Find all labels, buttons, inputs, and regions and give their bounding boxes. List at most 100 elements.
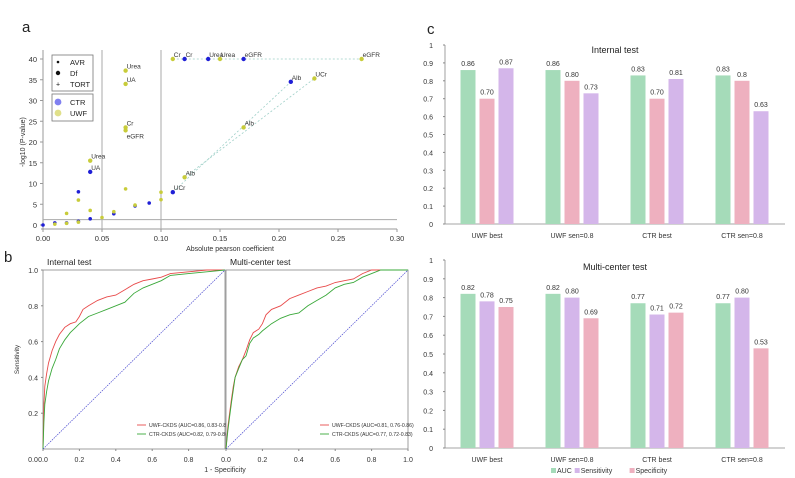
bar-sensitivity: [668, 79, 684, 224]
legend-marker-small: [56, 60, 60, 64]
legend-swatch-specificity: [629, 468, 635, 473]
bar-specificity: [649, 98, 665, 224]
x-tick-label: 0.6: [147, 457, 157, 464]
point-label: Alb: [292, 75, 302, 82]
x-axis-label: 1 - Specificity: [204, 467, 246, 474]
scatter-panel-a: 0.00 0.05 0.10 0.15 0.20 0.25 0.30 0 5 10 15 20 25 30…: [20, 50, 404, 253]
y-tick-label: 20: [29, 138, 37, 147]
y-tick-label-zero: 0.0: [28, 457, 38, 464]
scatter-point-uwf: [112, 209, 116, 214]
bar-value-label: 0.80: [735, 289, 749, 296]
x-tick-label: 0.10: [154, 234, 169, 243]
bar-value-label: 0.70: [650, 90, 664, 97]
scatter-point-ctr: [41, 223, 45, 227]
y-tick-label: 0.4: [423, 150, 433, 157]
scatter-point-uwf: [100, 215, 104, 220]
y-axis-label: Sensitivity: [14, 344, 21, 374]
x-tick-label: 0.4: [294, 457, 304, 464]
bar-sensitivity: [498, 68, 514, 225]
category-label: CTR sen=0.8: [721, 233, 763, 240]
x-tick-label: 0.6: [330, 457, 340, 464]
y-tick-label: 0.6: [423, 333, 433, 340]
point-label: eGFR: [245, 52, 263, 59]
bar-subplot-internal: Internal test 0 0.1 0.2 0.3 0.4 0.5 0.6 0.7 0.8 0.…: [423, 43, 785, 240]
scatter-point-uwf: [64, 211, 69, 216]
bar-panel-c: Internal test 0 0.1 0.2 0.3 0.4 0.5 0.6 0.7 0.8 0.…: [423, 43, 785, 475]
x-tick-label: 0.2: [75, 457, 85, 464]
bar-sensitivity: [734, 297, 750, 448]
bar-specificity: [734, 80, 750, 224]
point-label: eGFR: [363, 52, 381, 59]
point-label: Urea: [209, 52, 223, 59]
y-tick-label: 0.2: [423, 186, 433, 193]
bar-legend: AUC Sensitivity Specificity: [551, 468, 668, 475]
category-label: UWF best: [471, 233, 502, 240]
point-label: eGFR: [127, 133, 145, 140]
category-label: UWF sen=0.8: [551, 457, 594, 464]
bar-value-label: 0.86: [461, 61, 475, 68]
bar-value-label: 0.8: [737, 72, 747, 79]
x-tick-label: 0.0: [38, 457, 48, 464]
y-tick-label: 0.1: [423, 427, 433, 434]
legend-marker-plus: +: [56, 82, 60, 89]
y-tick-label: 0.6: [28, 340, 38, 347]
scatter-point-uwf: [53, 222, 57, 226]
scatter-point-ctr: [288, 79, 293, 85]
legend-label: CTR-CKDS (AUC=0.82, 0.79-0.86): [149, 432, 230, 438]
scatter-point-ctr: [241, 56, 246, 62]
roc-curve-uwf: [42, 269, 225, 450]
bar-value-label: 0.82: [461, 285, 475, 292]
bar-value-label: 0.80: [565, 289, 579, 296]
legend-label: Sensitivity: [581, 468, 613, 475]
legend-label: AUC: [557, 468, 572, 475]
x-tick-label: 0.05: [95, 234, 110, 243]
scatter-point-ctr: [147, 201, 151, 205]
bar-value-label: 0.77: [631, 294, 645, 301]
subplot-title: Multi-center test: [583, 262, 648, 272]
bar-value-label: 0.71: [650, 306, 664, 313]
bar-value-label: 0.81: [669, 70, 683, 77]
y-tick-label: 40: [29, 55, 37, 64]
bar-sensitivity: [479, 301, 495, 448]
scatter-point-uwf: [170, 56, 175, 62]
x-tick-label: 0.00: [36, 234, 51, 243]
scatter-legend: AVR Df + TORT CTR UWF: [51, 54, 94, 122]
legend-label: Df: [70, 69, 78, 78]
y-tick-label: 15: [29, 159, 37, 168]
y-tick-label: 5: [33, 200, 37, 209]
scatter-point-ctr: [206, 56, 211, 62]
x-tick-label: 0.8: [367, 457, 377, 464]
scatter-point-uwf: [123, 68, 128, 73]
y-tick-label: 1: [429, 258, 433, 265]
scatter-point-uwf: [241, 125, 246, 130]
y-tick-label: 0.9: [423, 61, 433, 68]
bar-specificity: [564, 80, 580, 224]
bar-value-label: 0.86: [546, 61, 560, 68]
legend-swatch-sensitivity: [574, 468, 580, 473]
bar-specificity: [479, 98, 495, 224]
point-label: Cr: [174, 52, 182, 59]
scatter-point-ctr: [88, 216, 92, 221]
bar-value-label: 0.69: [584, 309, 598, 316]
bar-sensitivity: [753, 111, 769, 224]
legend-label: UWF-CKDS (AUC=0.81, 0.76-0.86): [332, 423, 414, 429]
bar-value-label: 0.53: [754, 339, 768, 346]
bar-auc: [630, 75, 646, 225]
y-tick-label: 0.3: [423, 390, 433, 397]
y-tick-label: 0.4: [28, 375, 38, 382]
bar-value-label: 0.72: [669, 304, 683, 311]
y-tick-label: 0.1: [423, 204, 433, 211]
legend-label: CTR: [70, 98, 86, 107]
legend-label: CTR-CKDS (AUC=0.77, 0.72-0.83): [332, 432, 413, 438]
point-label: Alb: [245, 120, 255, 127]
scatter-point-uwf: [182, 175, 187, 180]
category-label: UWF sen=0.8: [551, 233, 594, 240]
bar-subplot-multicenter: Multi-center test 0 0.1 0.2 0.3 0.4 0.5 0.6 0.7 0…: [423, 258, 785, 464]
y-tick-label: 0.8: [28, 304, 38, 311]
roc-panel-b: Internal test UWF-CKDS (AUC=0.86, 0.83-0.…: [14, 257, 414, 474]
y-axis-label: -log10 (P-value): [20, 117, 27, 167]
legend-swatch-auc: [551, 468, 556, 473]
bar-value-label: 0.70: [480, 90, 494, 97]
legend-marker-large: [55, 70, 61, 76]
category-label: CTR best: [642, 233, 672, 240]
